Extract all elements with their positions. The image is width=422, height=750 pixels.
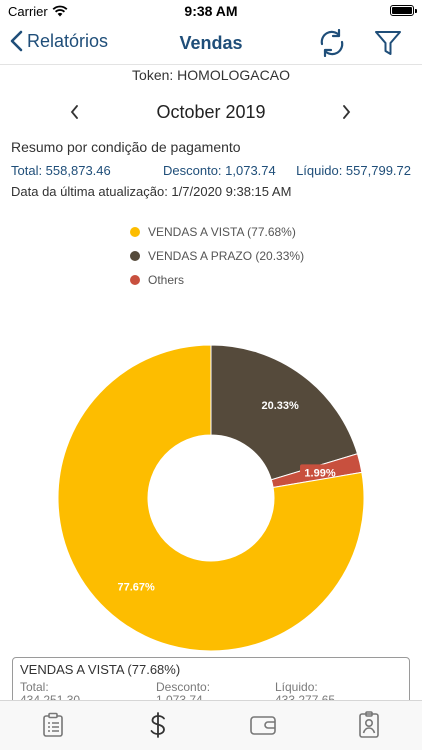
legend-label: VENDAS A VISTA (77.68%) (148, 225, 296, 239)
chart-legend: VENDAS A VISTA (77.68%) VENDAS A PRAZO (… (130, 220, 304, 292)
tab-wallet[interactable] (243, 709, 283, 741)
next-month-button[interactable] (334, 100, 358, 124)
legend-item[interactable]: VENDAS A PRAZO (20.33%) (130, 244, 304, 268)
detail-total-label: Total: (20, 680, 49, 694)
refresh-icon (320, 29, 344, 57)
filter-button[interactable] (371, 27, 405, 59)
wifi-icon (52, 4, 68, 22)
legend-item[interactable]: Others (130, 268, 304, 292)
slice-data-label: 20.33% (262, 400, 300, 412)
discount-value: Desconto: 1,073.74 (163, 163, 276, 178)
back-label: Relatórios (27, 30, 109, 51)
tab-sales[interactable] (138, 709, 178, 741)
navigation-bar: Relatórios Vendas (0, 22, 422, 65)
filter-icon (375, 31, 401, 55)
total-value: Total: 558,873.46 (11, 163, 111, 178)
wallet-icon (250, 716, 276, 735)
last-update-label: Data da última atualização: 1/7/2020 9:3… (11, 184, 292, 199)
chart-slice[interactable] (210, 344, 359, 481)
back-button[interactable]: Relatórios (10, 30, 108, 52)
dollar-icon (150, 712, 165, 738)
month-selector: October 2019 (0, 100, 422, 124)
chevron-left-icon (10, 30, 23, 52)
net-value: Líquido: 557,799.72 (296, 163, 411, 178)
battery-icon (390, 5, 417, 16)
legend-label: Others (148, 273, 185, 287)
id-badge-icon (359, 711, 379, 738)
tab-reports[interactable] (33, 709, 73, 741)
previous-month-button[interactable] (63, 100, 87, 124)
clock: 9:38 AM (184, 3, 238, 19)
legend-dot (130, 251, 140, 261)
detail-discount-label: Desconto: (156, 680, 211, 694)
carrier-label: Carrier (8, 4, 48, 19)
chevron-left-icon (70, 105, 78, 119)
tab-profile[interactable] (349, 709, 389, 741)
status-bar: Carrier 9:38 AM (0, 0, 422, 22)
slice-data-label: 1.99% (304, 467, 335, 479)
chevron-right-icon (343, 105, 351, 119)
summary-title: Resumo por condição de pagamento (11, 139, 241, 155)
detail-title: VENDAS A VISTA (77.68%) (20, 662, 181, 677)
chart-slice[interactable] (57, 344, 365, 652)
refresh-button[interactable] (315, 27, 349, 59)
legend-label: VENDAS A PRAZO (20.33%) (148, 249, 305, 263)
report-list-icon (43, 712, 63, 737)
legend-item[interactable]: VENDAS A VISTA (77.68%) (130, 220, 304, 244)
tab-bar (0, 700, 422, 750)
legend-dot (130, 275, 140, 285)
token-label: Token: HOMOLOGACAO (132, 67, 290, 83)
data-label-background (300, 464, 341, 481)
legend-dot (130, 227, 140, 237)
detail-net-label: Líquido: (275, 680, 318, 694)
payment-donut-chart: 20.33% 1.99% 77.67% (57, 344, 365, 652)
slice-data-label: 77.67% (118, 582, 156, 594)
